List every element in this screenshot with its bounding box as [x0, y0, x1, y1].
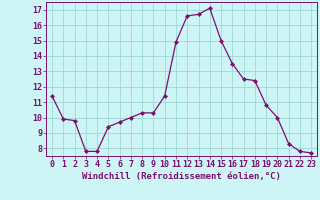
- X-axis label: Windchill (Refroidissement éolien,°C): Windchill (Refroidissement éolien,°C): [82, 172, 281, 181]
